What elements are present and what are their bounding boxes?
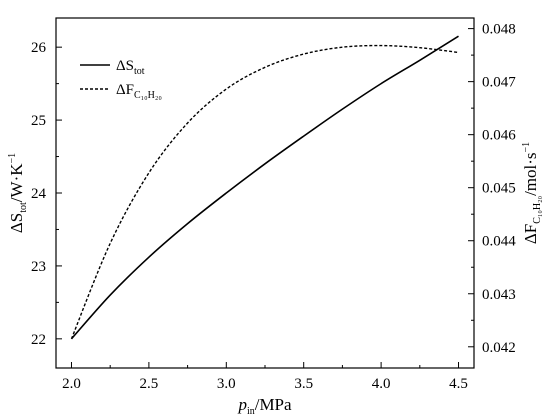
y-right-tick-label: 0.047 [482,75,516,91]
legend-label-series-2: ΔFC₁₀H₂₀ [116,82,162,101]
y-right-axis-title: ΔFC₁₀H₂₀/mol·s−1 [521,142,543,244]
legend-label-series-1: ΔStot [116,58,145,77]
y-right-tick-label: 0.045 [482,181,516,197]
legend: ΔStot ΔFC₁₀H₂₀ [80,58,162,101]
series-layer [70,35,459,340]
x-tick-label: 4.5 [449,376,468,392]
y-right-tick-label: 0.044 [482,234,516,250]
y-left-tick-label: 26 [31,40,47,56]
tick-labels: 2.0 2.5 3.0 3.5 4.0 4.5 22 23 24 25 26 0.042 0.043 0.… [31,22,516,392]
x-tick-label: 2.0 [62,376,81,392]
y-right-tick-label: 0.046 [482,128,516,144]
y-right-tick-label: 0.043 [482,287,516,303]
y-right-tick-label: 0.042 [482,340,516,356]
y-right-tick-label: 0.048 [482,22,516,38]
x-tick-label: 2.5 [140,376,159,392]
x-axis-title: pin/MPa [237,395,292,417]
axis-ticks [56,28,474,368]
x-tick-label: 3.0 [217,376,236,392]
x-tick-label: 3.5 [294,376,313,392]
x-tick-label: 4.0 [372,376,391,392]
y-left-axis-title: ΔStot/W·K−1 [7,153,29,233]
series-line-2 [70,44,459,340]
y-left-tick-label: 23 [31,259,46,275]
y-left-tick-label: 24 [31,186,47,202]
series-line-1 [70,35,459,340]
y-left-tick-label: 22 [31,332,46,348]
y-left-tick-label: 25 [31,113,46,129]
